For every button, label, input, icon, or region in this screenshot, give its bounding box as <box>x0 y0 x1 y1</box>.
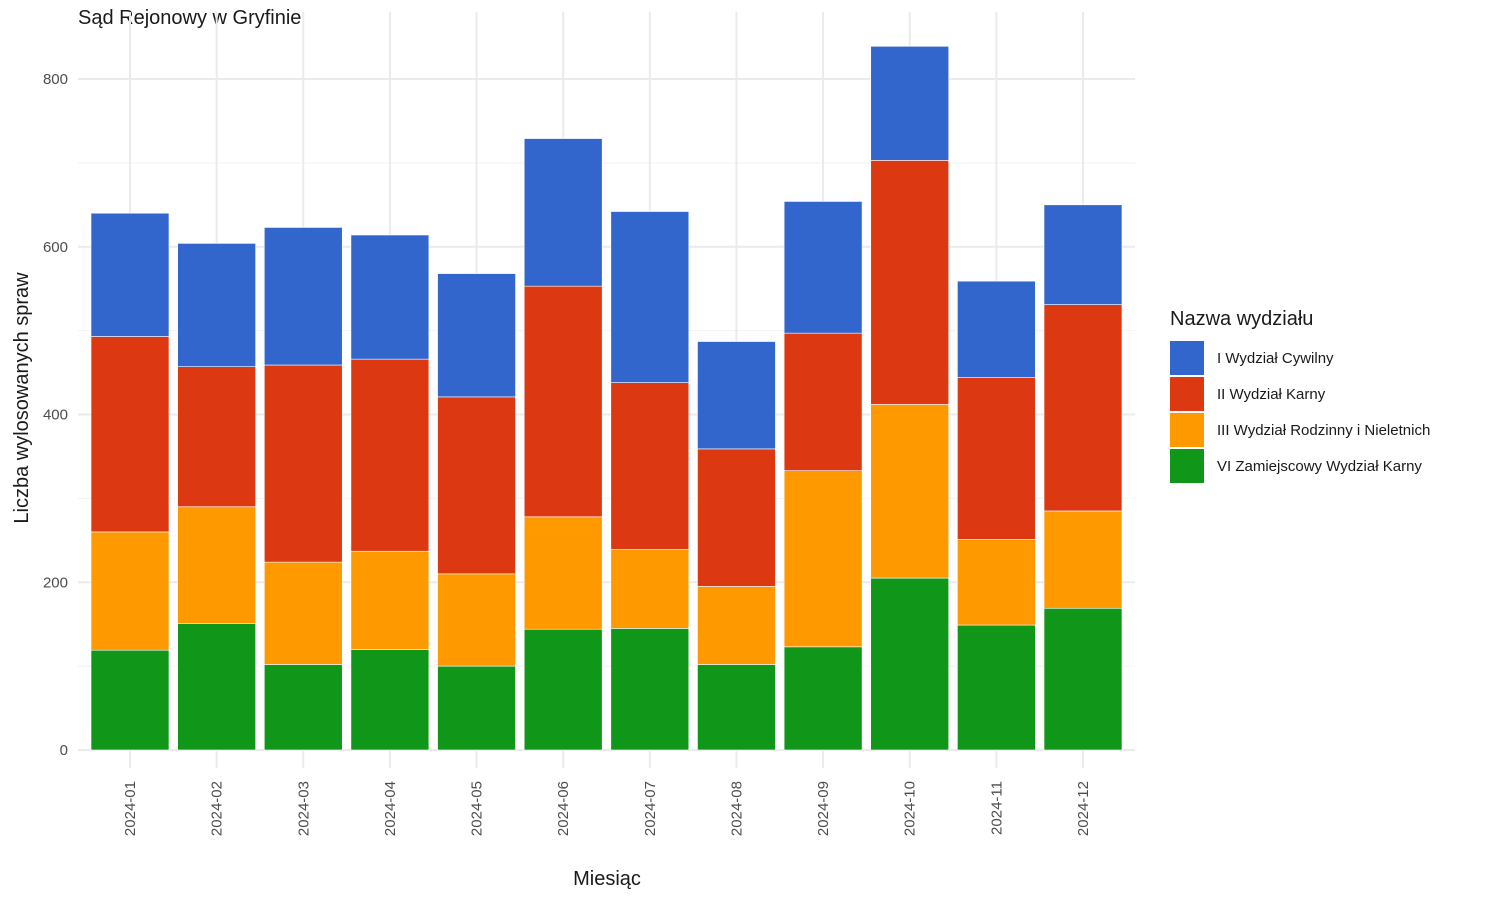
bar-segment <box>783 332 863 471</box>
legend-swatch <box>1170 341 1204 375</box>
bar-segment <box>783 201 863 334</box>
bar-segment <box>177 366 256 508</box>
x-tick-label: 2024-07 <box>642 781 659 836</box>
bar-segment <box>90 336 170 533</box>
bar-segment <box>437 573 516 667</box>
legend-label: VI Zamiejscowy Wydział Karny <box>1217 457 1422 475</box>
y-tick-label: 600 <box>43 239 68 256</box>
bar-segment <box>697 448 776 587</box>
x-tick-label: 2024-01 <box>122 781 139 836</box>
y-axis-ticks: 0 200 400 600 800 <box>43 71 68 759</box>
legend-swatch <box>1170 413 1204 447</box>
legend-item: II Wydział Karny <box>1170 376 1430 412</box>
legend-swatch <box>1170 377 1204 411</box>
legend-items: I Wydział Cywilny II Wydział Karny III Wyd… <box>1170 340 1430 484</box>
bar-segment <box>350 550 430 650</box>
bar-segment <box>523 516 603 630</box>
x-tick-label: 2024-06 <box>555 781 572 836</box>
bar-segment <box>90 531 170 651</box>
legend-label: I Wydział Cywilny <box>1217 349 1334 367</box>
bar-segment <box>610 382 690 550</box>
bar-segment <box>263 227 343 366</box>
bar-segment <box>437 273 516 398</box>
legend-label: III Wydział Rodzinny i Nieletnich <box>1217 421 1431 439</box>
bar-segment <box>697 664 776 751</box>
bar-segment <box>1043 304 1123 512</box>
bar-segment <box>957 539 1036 626</box>
y-axis-title: Liczba wylosowanych spraw <box>11 272 33 524</box>
bar-segment <box>177 623 256 751</box>
x-tick-label: 2024-04 <box>382 781 399 836</box>
bars-layer <box>90 45 1123 751</box>
y-tick-label: 0 <box>60 742 68 759</box>
bar-segment <box>610 628 690 751</box>
bar-segment <box>177 506 256 624</box>
bar-segment <box>1043 510 1123 609</box>
bar-segment <box>957 280 1036 378</box>
legend-title: Nazwa wydziału <box>1170 308 1314 330</box>
x-tick-label: 2024-05 <box>469 781 486 836</box>
bar-segment <box>263 664 343 751</box>
legend-item: III Wydział Rodzinny i Nieletnich <box>1170 412 1430 448</box>
legend-item: VI Zamiejscowy Wydział Karny <box>1170 448 1430 484</box>
x-axis-ticks: 2024-01 2024-02 2024-03 2024-04 2024-05 2024-… <box>122 781 1092 836</box>
bar-segment <box>957 377 1036 540</box>
x-tick-label: 2024-02 <box>209 781 226 836</box>
bar-segment <box>177 243 256 367</box>
bar-segment <box>263 364 343 563</box>
bar-segment <box>350 234 430 360</box>
x-tick-label: 2024-03 <box>295 781 312 836</box>
bar-segment <box>90 212 170 337</box>
bar-segment <box>783 470 863 648</box>
bar-segment <box>350 358 430 552</box>
legend-item: I Wydział Cywilny <box>1170 340 1430 376</box>
bar-segment <box>350 649 430 751</box>
bar-segment <box>90 649 170 751</box>
legend-swatch <box>1170 449 1204 483</box>
bar-segment <box>523 628 603 751</box>
legend-label: II Wydział Karny <box>1217 385 1326 403</box>
bar-segment <box>870 404 950 579</box>
bar-segment <box>610 211 690 383</box>
y-tick-label: 400 <box>43 407 68 424</box>
x-tick-label: 2024-09 <box>815 781 832 836</box>
bar-segment <box>697 586 776 665</box>
y-tick-label: 200 <box>43 574 68 591</box>
bar-segment <box>870 577 950 751</box>
bar-segment <box>957 624 1036 751</box>
bar-segment <box>783 646 863 751</box>
x-axis-title: Miesiąc <box>573 868 641 890</box>
bar-segment <box>870 45 950 161</box>
y-tick-label: 800 <box>43 71 68 88</box>
bar-segment <box>263 561 343 665</box>
legend: Nazwa wydziału I Wydział Cywilny II Wydzi… <box>1170 308 1430 484</box>
chart-title: Sąd Rejonowy w Gryfinie <box>78 7 302 29</box>
bar-segment <box>437 396 516 575</box>
bar-segment <box>610 549 690 629</box>
bar-segment <box>697 341 776 450</box>
bar-segment <box>1043 607 1123 751</box>
bar-segment <box>523 138 603 287</box>
x-tick-label: 2024-12 <box>1075 781 1092 836</box>
bar-segment <box>523 285 603 518</box>
bar-segment <box>1043 204 1123 305</box>
x-tick-label: 2024-10 <box>902 781 919 836</box>
x-tick-label: 2024-11 <box>988 781 1005 835</box>
bar-segment <box>870 160 950 405</box>
x-tick-label: 2024-08 <box>728 781 745 836</box>
bar-segment <box>437 665 516 751</box>
